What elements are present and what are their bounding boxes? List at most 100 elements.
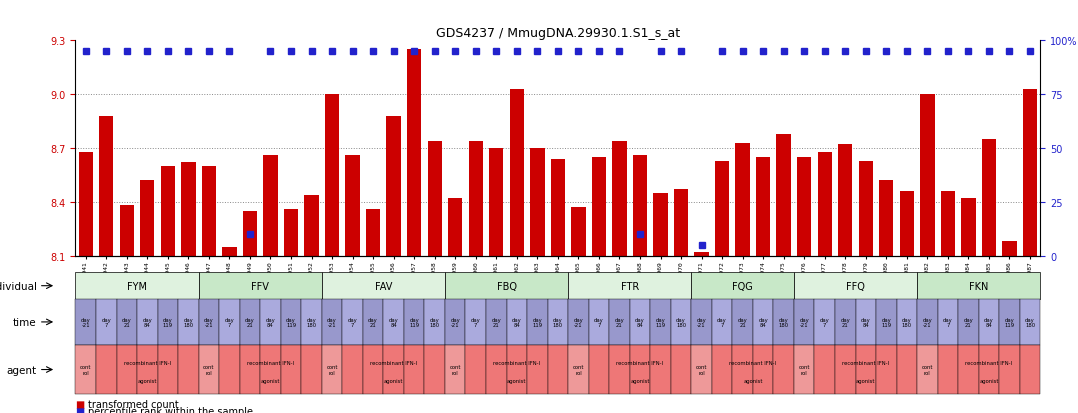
Text: agonist: agonist xyxy=(631,378,650,383)
Bar xyxy=(674,190,688,256)
Text: day
7: day 7 xyxy=(943,317,953,328)
Bar xyxy=(571,208,585,256)
Text: recombinant IFN-I: recombinant IFN-I xyxy=(124,360,170,365)
Bar xyxy=(345,156,360,256)
Text: day
119: day 119 xyxy=(163,317,172,328)
Text: FAV: FAV xyxy=(375,281,392,291)
Text: day
119: day 119 xyxy=(410,317,419,328)
Text: day
-21: day -21 xyxy=(204,317,213,328)
Text: day
180: day 180 xyxy=(183,317,193,328)
Text: day
21: day 21 xyxy=(964,317,973,328)
Text: recombinant IFN-I: recombinant IFN-I xyxy=(370,360,417,365)
Bar xyxy=(982,140,996,256)
Text: percentile rank within the sample: percentile rank within the sample xyxy=(88,406,253,413)
Text: recombinant IFN-I: recombinant IFN-I xyxy=(247,360,294,365)
Text: day
-21: day -21 xyxy=(923,317,932,328)
Text: FYM: FYM xyxy=(127,281,147,291)
Text: day
119: day 119 xyxy=(881,317,892,328)
Text: day
7: day 7 xyxy=(348,317,358,328)
Bar xyxy=(900,192,914,256)
Text: day
21: day 21 xyxy=(737,317,747,328)
Text: day
-21: day -21 xyxy=(451,317,460,328)
Bar xyxy=(489,149,503,256)
Text: day
21: day 21 xyxy=(122,317,132,328)
Bar xyxy=(386,116,401,256)
Bar xyxy=(304,195,319,256)
Bar xyxy=(140,181,154,256)
Bar xyxy=(776,134,791,256)
Text: recombinant IFN-I: recombinant IFN-I xyxy=(842,360,889,365)
Bar xyxy=(592,158,606,256)
Bar xyxy=(817,152,832,256)
Text: day
21: day 21 xyxy=(614,317,624,328)
Text: FFV: FFV xyxy=(251,281,270,291)
Bar xyxy=(222,247,236,256)
Text: FTR: FTR xyxy=(621,281,639,291)
Text: day
180: day 180 xyxy=(430,317,440,328)
Text: day
119: day 119 xyxy=(286,317,296,328)
Text: day
84: day 84 xyxy=(984,317,994,328)
Text: agonist: agonist xyxy=(856,378,875,383)
Bar xyxy=(1003,242,1017,256)
Text: FBQ: FBQ xyxy=(497,281,516,291)
Bar xyxy=(161,166,175,256)
Text: day
84: day 84 xyxy=(265,317,275,328)
Text: day
84: day 84 xyxy=(635,317,645,328)
Text: recombinant IFN-I: recombinant IFN-I xyxy=(966,360,1012,365)
Text: day
180: day 180 xyxy=(553,317,563,328)
Bar xyxy=(1023,90,1037,256)
Bar xyxy=(243,211,258,256)
Text: day
119: day 119 xyxy=(1005,317,1014,328)
Bar xyxy=(428,142,442,256)
Text: cont
rol: cont rol xyxy=(80,364,92,375)
Bar xyxy=(797,158,812,256)
Bar xyxy=(715,161,730,256)
Bar xyxy=(756,158,771,256)
Bar xyxy=(202,166,216,256)
Text: day
180: day 180 xyxy=(306,317,317,328)
Text: recombinant IFN-I: recombinant IFN-I xyxy=(494,360,540,365)
Text: day
21: day 21 xyxy=(492,317,501,328)
Text: day
-21: day -21 xyxy=(799,317,810,328)
Bar xyxy=(653,193,667,256)
Bar xyxy=(551,159,565,256)
Text: day
7: day 7 xyxy=(471,317,481,328)
Text: day
7: day 7 xyxy=(820,317,830,328)
Text: transformed count: transformed count xyxy=(88,399,179,409)
Text: day
7: day 7 xyxy=(594,317,604,328)
Title: GDS4237 / MmugDNA.29930.1.S1_s_at: GDS4237 / MmugDNA.29930.1.S1_s_at xyxy=(436,27,680,40)
Text: agonist: agonist xyxy=(507,378,526,383)
Text: FQG: FQG xyxy=(732,281,754,291)
Bar xyxy=(448,199,462,256)
Text: ■: ■ xyxy=(75,399,85,409)
Text: recombinant IFN-I: recombinant IFN-I xyxy=(730,360,776,365)
Text: day
-21: day -21 xyxy=(696,317,706,328)
Bar xyxy=(365,209,381,256)
Text: day
84: day 84 xyxy=(758,317,768,328)
Bar xyxy=(99,116,113,256)
Bar xyxy=(633,156,647,256)
Bar xyxy=(921,95,935,256)
Text: day
-21: day -21 xyxy=(81,317,91,328)
Text: day
180: day 180 xyxy=(778,317,789,328)
Bar xyxy=(858,161,873,256)
Bar xyxy=(530,149,544,256)
Text: day
119: day 119 xyxy=(533,317,542,328)
Text: day
7: day 7 xyxy=(717,317,727,328)
Text: day
180: day 180 xyxy=(676,317,686,328)
Bar xyxy=(407,50,421,256)
Bar xyxy=(284,209,299,256)
Text: time: time xyxy=(13,317,37,327)
Text: cont
rol: cont rol xyxy=(572,364,584,375)
Text: cont
rol: cont rol xyxy=(450,364,461,375)
Text: cont
rol: cont rol xyxy=(799,364,810,375)
Text: individual: individual xyxy=(0,281,37,291)
Text: day
21: day 21 xyxy=(245,317,254,328)
Bar xyxy=(263,156,278,256)
Text: day
84: day 84 xyxy=(389,317,399,328)
Text: cont
rol: cont rol xyxy=(203,364,215,375)
Text: day
-21: day -21 xyxy=(328,317,337,328)
Bar xyxy=(181,163,195,256)
Text: day
21: day 21 xyxy=(841,317,851,328)
Text: FFQ: FFQ xyxy=(846,281,865,291)
